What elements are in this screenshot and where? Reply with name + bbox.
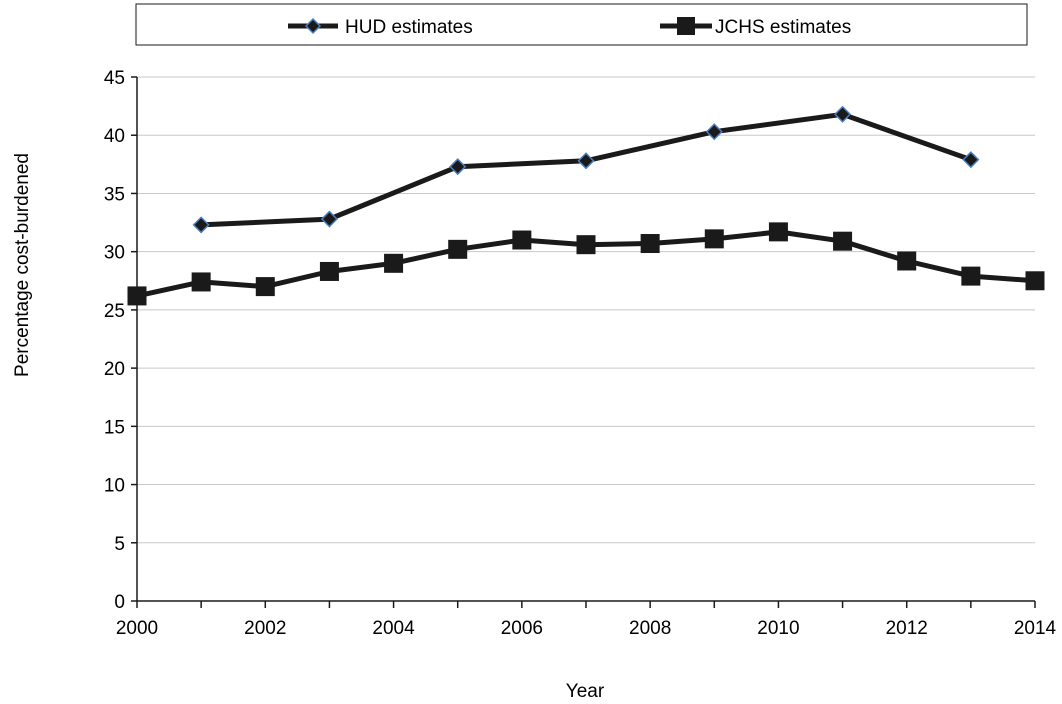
x-tick-label: 2004 bbox=[372, 618, 415, 639]
data-point-square bbox=[768, 222, 788, 242]
y-tick-label: 40 bbox=[104, 126, 125, 147]
legend: HUD estimates JCHS estimates bbox=[135, 3, 1028, 46]
tick-labels: 0 5 10 15 20 25 30 35 40 45 2000 2002 2004 2006 2008 20… bbox=[104, 68, 1057, 639]
series-line bbox=[200, 111, 972, 228]
x-axis-title: Year bbox=[566, 681, 605, 702]
y-tick-label: 25 bbox=[104, 301, 125, 322]
data-point-square bbox=[319, 261, 339, 281]
x-tick-label: 2006 bbox=[501, 618, 543, 639]
data-point-diamond bbox=[577, 152, 595, 170]
data-point-square bbox=[512, 230, 532, 250]
data-point-square bbox=[704, 229, 724, 249]
legend-entry-jchs: JCHS estimates bbox=[660, 17, 851, 38]
data-point-square bbox=[961, 266, 981, 286]
data-point-square bbox=[640, 234, 660, 254]
data-point-square bbox=[384, 253, 404, 273]
y-tick-label: 20 bbox=[104, 359, 125, 380]
series-jchs bbox=[127, 222, 1045, 306]
data-point-diamond bbox=[192, 216, 210, 234]
data-point-square bbox=[191, 272, 211, 292]
y-tick-label: 0 bbox=[114, 592, 125, 613]
x-tick-label: 2012 bbox=[886, 618, 928, 639]
data-point-square bbox=[448, 239, 468, 259]
x-tick-label: 2010 bbox=[757, 618, 799, 639]
data-point-diamond bbox=[320, 210, 338, 228]
data-point-diamond bbox=[449, 158, 467, 176]
x-tick-label: 2000 bbox=[116, 618, 158, 639]
y-tick-label: 45 bbox=[104, 68, 125, 89]
series bbox=[127, 105, 1045, 306]
legend-label-jchs: JCHS estimates bbox=[715, 17, 851, 38]
y-tick-label: 10 bbox=[104, 476, 125, 497]
data-point-square bbox=[576, 235, 596, 255]
y-tick-label: 5 bbox=[114, 534, 125, 555]
y-tick-label: 30 bbox=[104, 243, 125, 264]
data-point-square bbox=[1025, 271, 1045, 291]
data-point-square bbox=[897, 251, 917, 271]
legend-label-hud: HUD estimates bbox=[345, 17, 473, 38]
data-point-square bbox=[127, 286, 147, 306]
data-point-diamond bbox=[834, 105, 852, 123]
legend-diamond-icon bbox=[304, 17, 322, 35]
y-tick-label: 35 bbox=[104, 184, 125, 205]
data-point-square bbox=[833, 231, 853, 251]
legend-entry-hud: HUD estimates bbox=[288, 17, 473, 38]
data-point-square bbox=[255, 277, 275, 297]
x-tick-label: 2014 bbox=[1014, 618, 1057, 639]
legend-box bbox=[135, 3, 1028, 46]
axes bbox=[131, 76, 1036, 608]
legend-square-icon bbox=[677, 17, 695, 35]
data-point-diamond bbox=[705, 123, 723, 141]
data-point-diamond bbox=[962, 151, 980, 169]
series-hud bbox=[192, 105, 980, 234]
y-axis-title: Percentage cost-burdened bbox=[12, 153, 33, 377]
gridlines bbox=[137, 76, 1035, 544]
y-tick-label: 15 bbox=[104, 417, 125, 438]
x-tick-label: 2008 bbox=[629, 618, 671, 639]
x-tick-label: 2002 bbox=[244, 618, 286, 639]
